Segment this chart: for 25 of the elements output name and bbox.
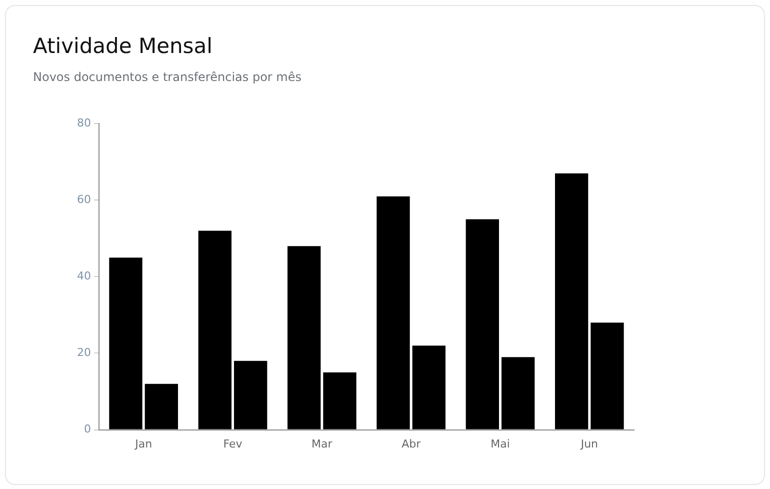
chart-subtitle: Novos documentos e transferências por mês (33, 70, 302, 84)
x-tick-label: Fev (223, 437, 243, 450)
bar (412, 346, 446, 430)
y-tick-label: 0 (84, 422, 91, 436)
y-tick-label: 40 (76, 270, 91, 283)
x-tick-label: Mar (312, 437, 333, 450)
bar (198, 230, 232, 430)
chart-title: Atividade Mensal (33, 34, 212, 58)
bar (234, 360, 268, 430)
bar (376, 196, 410, 430)
bar (287, 246, 321, 430)
x-tick-label: Mai (490, 437, 510, 450)
bar (590, 322, 624, 430)
x-tick-label: Jan (134, 437, 152, 450)
x-tick-label: Jun (580, 437, 598, 450)
y-tick-label: 20 (76, 346, 91, 360)
x-tick-label: Abr (402, 437, 422, 450)
bar (109, 258, 142, 430)
y-tick-label: 60 (76, 193, 91, 206)
bar (555, 173, 588, 430)
bar (144, 384, 178, 430)
bar (502, 357, 535, 430)
bar (323, 372, 356, 430)
bar (466, 219, 499, 430)
y-tick-label: 80 (76, 116, 91, 130)
